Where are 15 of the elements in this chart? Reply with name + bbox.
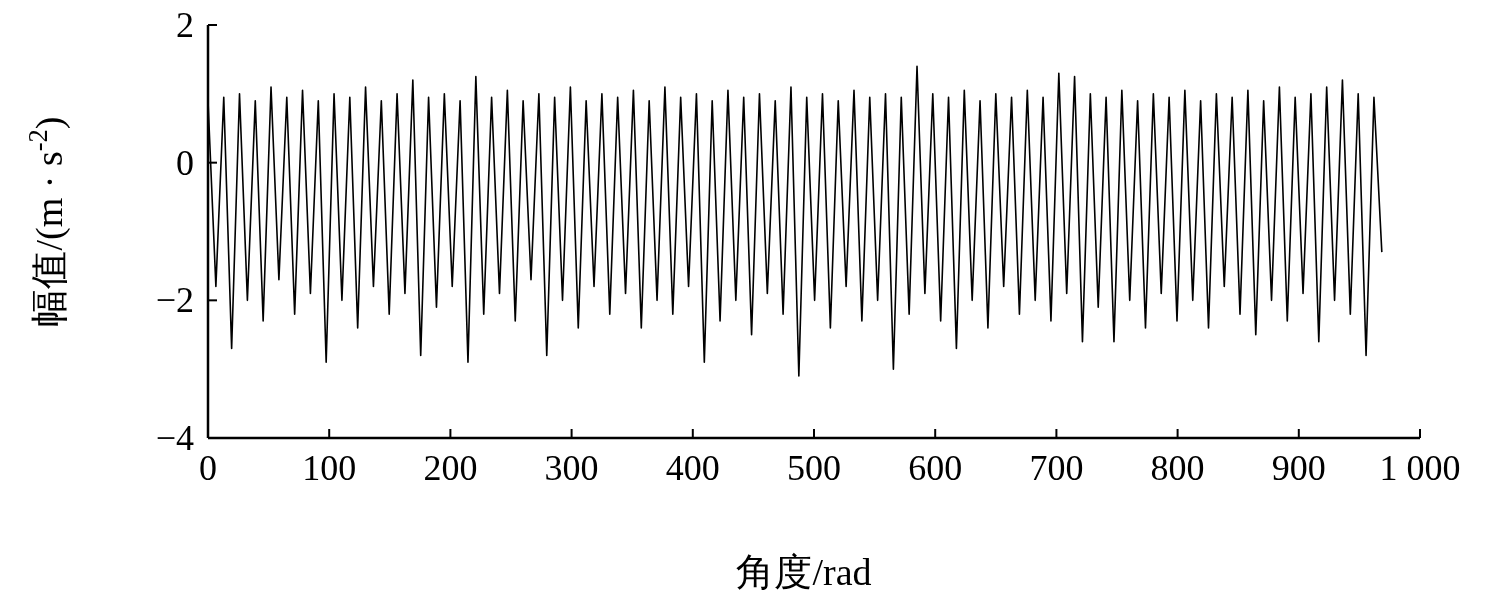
x-tick-label: 1 000 xyxy=(1379,448,1461,488)
y-tick-label: 0 xyxy=(176,142,194,183)
x-tick-label: 200 xyxy=(423,448,478,488)
x-tick-label: 500 xyxy=(787,448,841,488)
x-tick-label: 800 xyxy=(1150,448,1205,488)
y-tick-label: −4 xyxy=(155,418,194,458)
x-tick-label: 700 xyxy=(1029,448,1084,488)
x-tick-label: 100 xyxy=(302,448,357,488)
x-tick-label: 900 xyxy=(1271,448,1326,488)
y-tick-label: 2 xyxy=(176,5,194,45)
x-tick-label: 400 xyxy=(665,448,720,488)
y-tick-label: −2 xyxy=(155,280,194,321)
x-axis-title: 角度/rad xyxy=(736,551,872,593)
x-tick-label: 600 xyxy=(908,448,963,488)
x-tick-label: 300 xyxy=(544,448,599,488)
